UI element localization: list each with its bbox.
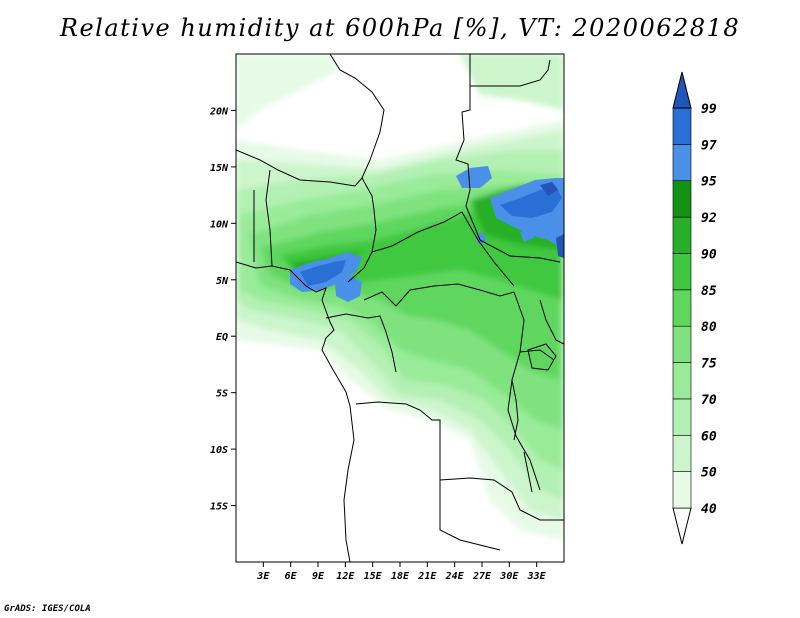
humidity-99-east <box>540 182 564 258</box>
map-title: Relative humidity at 600hPa [%], VT: 202… <box>59 14 741 42</box>
lat-tick-label: 15S <box>210 502 228 513</box>
lake-tanganyika <box>511 379 519 441</box>
colorbar-level-label: 95 <box>701 175 717 190</box>
border-libya-sudan <box>455 54 471 207</box>
lon-tick-label: 3E <box>256 571 270 582</box>
lon-tick-label: 30E <box>499 571 519 582</box>
colorbar-segment <box>672 253 692 291</box>
longitude-ticks: 3E 6E 9E 12E 15E 18E 21E 24E 27E 30E 33E <box>256 562 547 582</box>
lon-tick-label: 6E <box>285 571 298 582</box>
colorbar-level-label: 80 <box>701 320 717 335</box>
lon-tick-label: 27E <box>472 571 492 582</box>
map-area <box>235 53 565 563</box>
colorbar-level-label: 90 <box>701 247 717 262</box>
lat-tick-label: 5S <box>216 389 228 400</box>
border-congo-drc <box>363 283 515 307</box>
border-angola <box>355 401 501 551</box>
lon-tick-label: 18E <box>391 571 410 582</box>
colorbar-segment <box>672 144 692 182</box>
lon-tick-label: 33E <box>527 571 547 582</box>
lat-tick-label: 15N <box>210 163 229 174</box>
grads-credit: GrADS: IGES/COLA <box>4 604 91 614</box>
coastline-west-africa <box>236 261 355 562</box>
coast-northeast <box>470 59 551 87</box>
lake-victoria <box>527 343 557 371</box>
colorbar-bottom-arrow <box>672 507 692 545</box>
humidity-92-95-region <box>290 185 560 282</box>
colorbar-level-label: 70 <box>701 393 717 408</box>
border-cameroon-gabon <box>325 313 397 373</box>
colorbar-segment <box>672 398 692 436</box>
colorbar-segment <box>672 325 692 363</box>
lon-tick-label: 21E <box>417 571 437 582</box>
border-chad-car <box>371 211 515 287</box>
colorbar-segment <box>672 362 692 400</box>
border-drc-east <box>507 291 541 491</box>
lat-tick-label: 5N <box>216 276 229 287</box>
border-north <box>329 54 385 179</box>
humidity-97-99-east <box>500 186 562 218</box>
country-borders <box>236 54 564 562</box>
colorbar-segment <box>672 289 692 327</box>
humidity-high-patches <box>290 166 564 302</box>
colorbar-segment <box>672 107 692 145</box>
lon-tick-label: 24E <box>445 571 465 582</box>
colorbar-level-label: 60 <box>701 429 717 444</box>
colorbar-level-label: 75 <box>701 357 717 372</box>
lat-tick-label: 20N <box>209 106 229 117</box>
colorbar-level-label: 99 <box>701 102 717 117</box>
humidity-97-99-west <box>300 260 346 286</box>
humidity-95-97-small <box>476 228 534 244</box>
colorbar-level-label: 97 <box>701 138 717 153</box>
border-east <box>519 299 564 361</box>
colorbar: 40 50 60 70 75 80 85 90 92 95 97 99 <box>672 71 717 545</box>
border-zambia <box>439 477 564 521</box>
colorbar-level-label: 40 <box>701 502 717 517</box>
border-west-nigeria <box>253 169 273 267</box>
lon-tick-label: 15E <box>364 571 383 582</box>
lat-tick-label: EQ <box>216 332 228 343</box>
humidity-95-97-west-south <box>335 276 362 302</box>
colorbar-segment <box>672 180 692 218</box>
lon-tick-label: 12E <box>336 571 355 582</box>
humidity-95-97-east-1 <box>456 166 492 188</box>
colorbar-segment <box>672 216 692 254</box>
lake-malawi <box>523 451 533 493</box>
colorbar-level-label: 92 <box>701 211 717 226</box>
colorbar-top-arrow <box>672 71 692 109</box>
colorbar-level-label: 85 <box>701 284 717 299</box>
lat-tick-label: 10S <box>210 445 228 456</box>
lon-tick-label: 9E <box>312 571 325 582</box>
latitude-ticks: 20N 15N 10N 5N EQ 5S 10S 15S <box>209 106 236 513</box>
lat-tick-label: 10N <box>210 219 229 230</box>
colorbar-segment <box>672 471 692 509</box>
colorbar-level-label: 50 <box>701 466 717 481</box>
border-sudan-south <box>465 205 561 263</box>
colorbar-segment <box>672 434 692 472</box>
